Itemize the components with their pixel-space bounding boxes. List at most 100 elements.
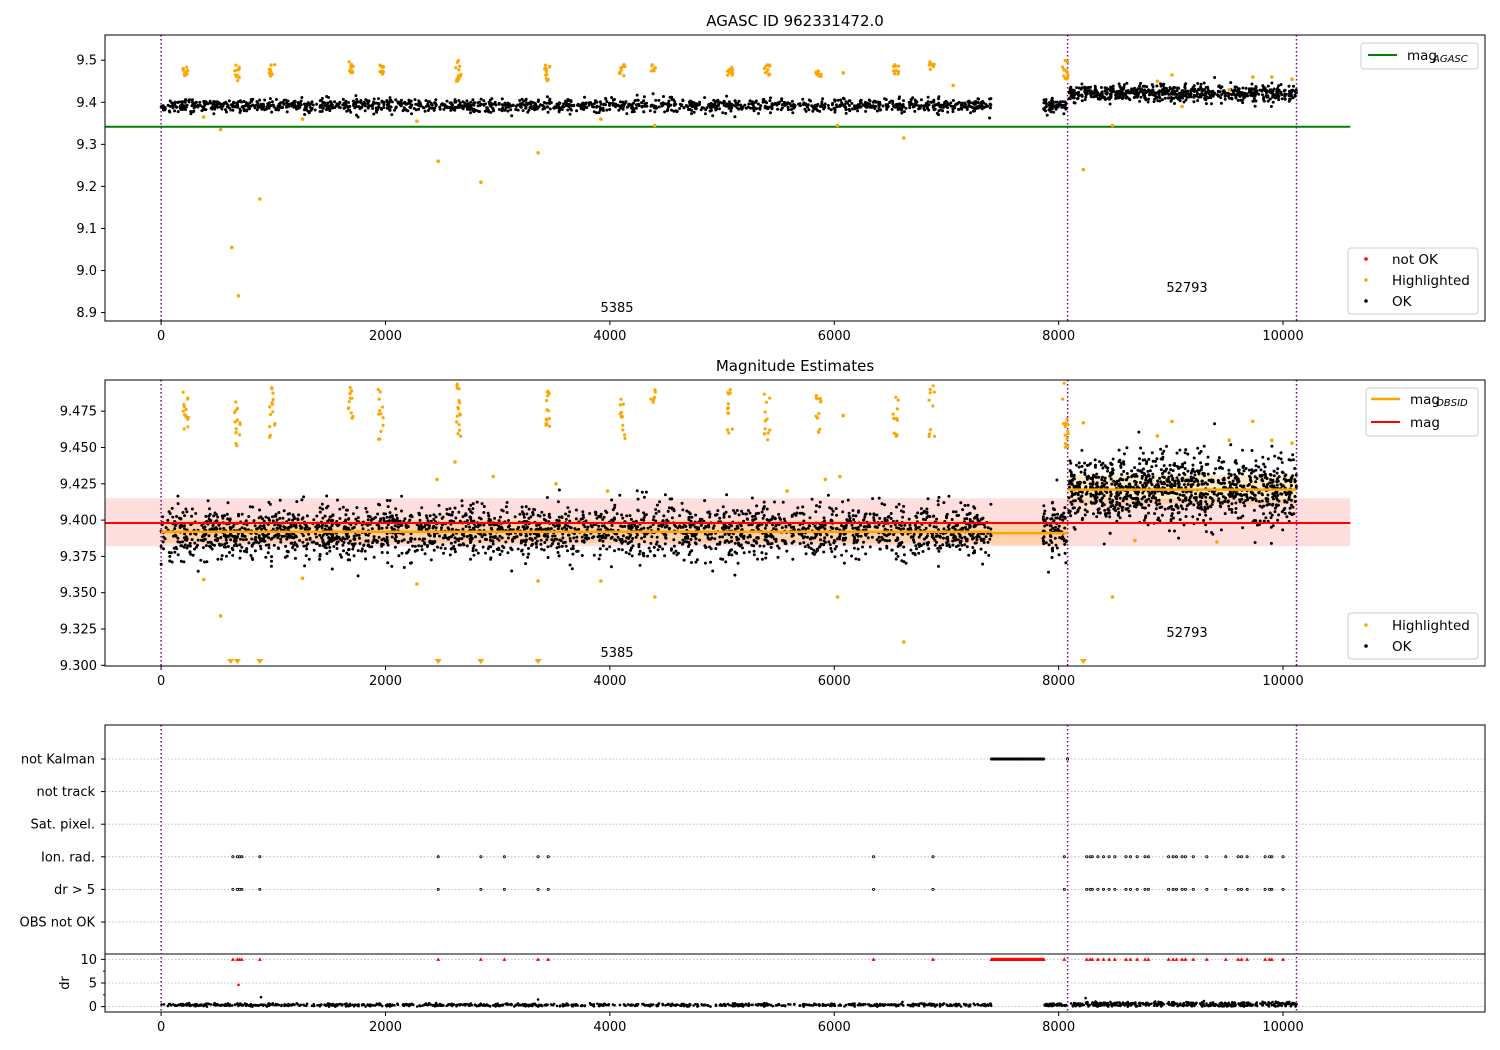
ok-point [1126,91,1130,95]
ok-point [842,561,846,565]
ok-point [433,532,437,536]
ok-point [777,512,781,516]
ok-point [645,104,649,108]
ok-point [613,517,616,521]
ok-point [592,105,596,109]
ok-point [474,535,477,539]
ok-point [1192,95,1196,99]
ok-point [219,536,223,539]
ok-point [356,549,360,553]
ok-point [328,109,332,113]
ok-point [963,504,967,507]
ok-point [651,518,655,522]
ok-point [775,102,779,106]
ok-point [253,524,257,528]
highlighted-point [234,75,239,79]
ok-point [946,110,950,114]
ok-point [1241,101,1245,105]
ok-point [830,513,834,516]
ok-point [975,538,979,542]
ok-point [877,496,881,500]
ok-point [336,498,339,502]
ok-point [911,96,915,100]
ok-point [345,551,349,555]
ok-point [204,532,208,536]
ok-point [216,537,220,540]
ok-point [829,108,833,112]
ok-point [489,110,493,114]
ok-point [872,518,876,522]
ok-point [292,100,296,104]
ok-point [468,525,472,529]
ok-point [566,549,569,553]
ok-point [257,105,261,109]
ok-point [159,562,163,566]
ok-point [670,547,673,551]
ok-point [945,544,949,547]
ok-point [926,514,930,518]
ok-point [837,535,841,539]
y-tick-label: 9.4 [76,96,97,111]
ok-point [320,502,324,506]
ok-point [461,515,465,519]
ok-point [1292,84,1295,88]
ok-point [948,545,952,549]
ok-point [264,543,268,547]
ok-point [546,527,550,531]
highlighted-point [436,159,441,163]
y-tick-label: 9.0 [76,264,97,279]
ok-point [338,553,342,557]
ok-point [557,110,561,114]
ok-point [647,546,651,550]
ok-point [1106,87,1110,91]
ok-point [226,545,230,548]
ok-point [159,105,163,109]
ok-point [189,552,193,556]
ok-point [179,107,183,111]
ok-point [586,525,590,529]
ok-point [956,544,960,548]
ok-point [261,102,265,106]
ok-point [417,107,421,111]
ok-point [687,108,690,111]
ok-point [1103,86,1107,90]
ok-point [862,518,866,522]
ok-point [551,542,554,546]
ok-point [740,528,744,532]
ok-point [810,497,814,501]
ok-point [1125,81,1129,85]
ok-point [544,527,548,531]
ok-point [203,560,206,564]
ok-point [364,557,368,561]
ok-point [881,104,885,108]
ok-point [380,551,384,554]
ok-point [655,540,659,544]
ok-point [469,100,473,104]
ok-point [945,516,948,520]
ok-point [292,543,296,547]
ok-point [790,108,793,111]
ok-point [470,106,474,110]
ok-point [453,550,457,554]
y-tick-label: 9.1 [76,222,97,237]
ok-point [423,525,426,529]
ok-point [672,507,676,511]
ok-point [420,548,424,552]
ok-point [1244,86,1248,90]
ok-point [286,99,290,103]
ok-point [917,542,921,546]
ok-point [668,526,672,530]
ok-point [780,97,784,101]
ok-point [856,106,860,110]
ok-point [1149,90,1153,94]
ok-point [402,101,406,105]
ok-point [330,533,334,537]
ok-point [173,109,177,113]
ok-point [974,541,978,545]
ok-point [264,107,268,111]
ok-point [385,535,389,539]
ok-point [871,100,875,104]
highlighted-point [896,72,900,76]
ok-point [380,526,384,530]
ok-point [342,527,346,531]
